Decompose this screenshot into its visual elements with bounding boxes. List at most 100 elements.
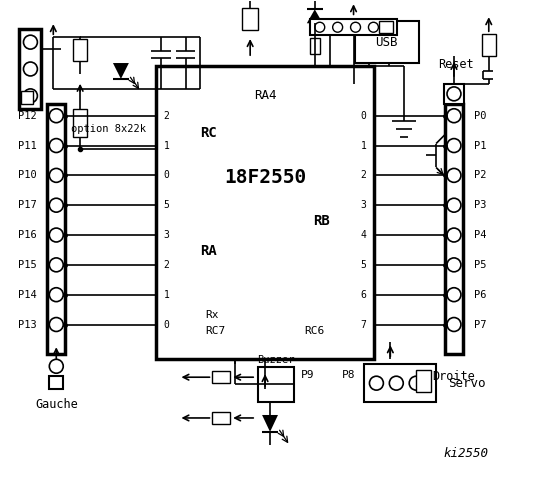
Circle shape <box>49 139 63 153</box>
Bar <box>364 364 436 402</box>
Text: RA4: RA4 <box>254 89 276 102</box>
Text: Gauche: Gauche <box>35 397 77 410</box>
Text: ki2550: ki2550 <box>444 447 489 460</box>
Text: P9: P9 <box>301 370 315 380</box>
Bar <box>156 66 374 360</box>
Text: 6: 6 <box>361 290 367 300</box>
Text: 18F2550: 18F2550 <box>224 168 306 187</box>
Text: RC: RC <box>200 126 217 141</box>
Bar <box>19 29 41 109</box>
Circle shape <box>49 318 63 332</box>
Bar <box>416 370 431 392</box>
Circle shape <box>368 22 378 32</box>
Polygon shape <box>307 9 323 23</box>
Polygon shape <box>262 415 278 432</box>
Circle shape <box>447 258 461 272</box>
Text: 7: 7 <box>361 320 367 329</box>
Text: P12: P12 <box>18 111 36 121</box>
Text: 0: 0 <box>361 111 367 121</box>
Circle shape <box>333 22 343 32</box>
Text: P5: P5 <box>474 260 486 270</box>
Circle shape <box>49 109 63 123</box>
Bar <box>73 109 87 137</box>
Bar <box>379 21 393 33</box>
Text: USB: USB <box>375 36 398 48</box>
Circle shape <box>23 89 38 103</box>
Bar <box>212 371 230 383</box>
Text: P4: P4 <box>474 230 486 240</box>
Circle shape <box>447 139 461 153</box>
Text: P15: P15 <box>18 260 36 270</box>
Text: P2: P2 <box>474 170 486 180</box>
Circle shape <box>49 288 63 301</box>
Circle shape <box>409 376 423 390</box>
Text: P7: P7 <box>474 320 486 329</box>
Circle shape <box>49 168 63 182</box>
Text: P0: P0 <box>474 111 486 121</box>
Bar <box>212 412 230 424</box>
Bar <box>73 39 87 61</box>
Circle shape <box>23 35 38 49</box>
Text: P8: P8 <box>342 370 356 380</box>
Circle shape <box>447 198 461 212</box>
Text: 0: 0 <box>164 170 170 180</box>
Bar <box>242 8 258 30</box>
Bar <box>22 91 33 104</box>
Bar <box>310 38 320 54</box>
Circle shape <box>369 376 383 390</box>
Bar <box>482 34 495 56</box>
Bar <box>258 367 294 402</box>
Circle shape <box>447 288 461 301</box>
Text: RC7: RC7 <box>205 326 226 336</box>
Circle shape <box>447 109 461 123</box>
Text: 0: 0 <box>164 320 170 329</box>
Bar <box>49 376 63 389</box>
Text: 2: 2 <box>164 111 170 121</box>
Text: 2: 2 <box>164 260 170 270</box>
Circle shape <box>315 22 325 32</box>
Text: Servo: Servo <box>448 377 486 390</box>
Text: Buzzer: Buzzer <box>257 355 295 365</box>
Text: P1: P1 <box>474 141 486 151</box>
Text: 1: 1 <box>164 141 170 151</box>
Text: RC6: RC6 <box>305 326 325 336</box>
Circle shape <box>351 22 361 32</box>
Bar <box>445 104 463 354</box>
Text: 1: 1 <box>361 141 367 151</box>
Text: Droite: Droite <box>432 370 476 383</box>
Text: 5: 5 <box>361 260 367 270</box>
Text: option 8x22k: option 8x22k <box>71 124 146 133</box>
Circle shape <box>389 376 403 390</box>
Text: 1: 1 <box>164 290 170 300</box>
Text: 4: 4 <box>361 230 367 240</box>
Text: P3: P3 <box>474 200 486 210</box>
Circle shape <box>447 318 461 332</box>
Polygon shape <box>113 63 129 79</box>
Text: 3: 3 <box>361 200 367 210</box>
Text: P16: P16 <box>18 230 36 240</box>
Circle shape <box>49 228 63 242</box>
Text: RB: RB <box>313 215 330 228</box>
Bar <box>354 21 419 63</box>
Circle shape <box>447 228 461 242</box>
Circle shape <box>49 198 63 212</box>
Text: 2: 2 <box>361 170 367 180</box>
Circle shape <box>447 87 461 101</box>
Bar <box>444 84 464 104</box>
Text: 5: 5 <box>164 200 170 210</box>
Text: P13: P13 <box>18 320 36 329</box>
Text: P6: P6 <box>474 290 486 300</box>
Circle shape <box>23 62 38 76</box>
Text: P11: P11 <box>18 141 36 151</box>
Text: P14: P14 <box>18 290 36 300</box>
Circle shape <box>49 258 63 272</box>
Text: P10: P10 <box>18 170 36 180</box>
Text: Rx: Rx <box>205 310 219 320</box>
Text: Reset: Reset <box>438 58 474 71</box>
Circle shape <box>49 360 63 373</box>
Circle shape <box>447 168 461 182</box>
Text: RA: RA <box>200 244 217 258</box>
Bar <box>48 104 65 354</box>
Text: P17: P17 <box>18 200 36 210</box>
Bar <box>310 19 397 35</box>
